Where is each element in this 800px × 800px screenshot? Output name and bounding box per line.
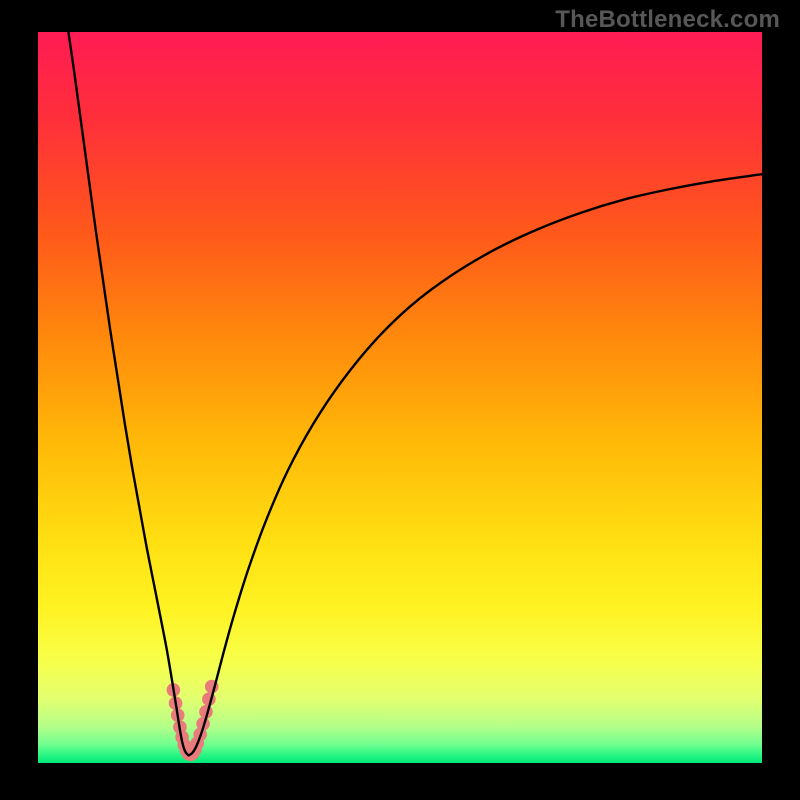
bottleneck-chart	[38, 32, 762, 763]
gradient-background	[38, 32, 762, 763]
figure-container: TheBottleneck.com	[0, 0, 800, 800]
watermark-text: TheBottleneck.com	[555, 6, 780, 34]
